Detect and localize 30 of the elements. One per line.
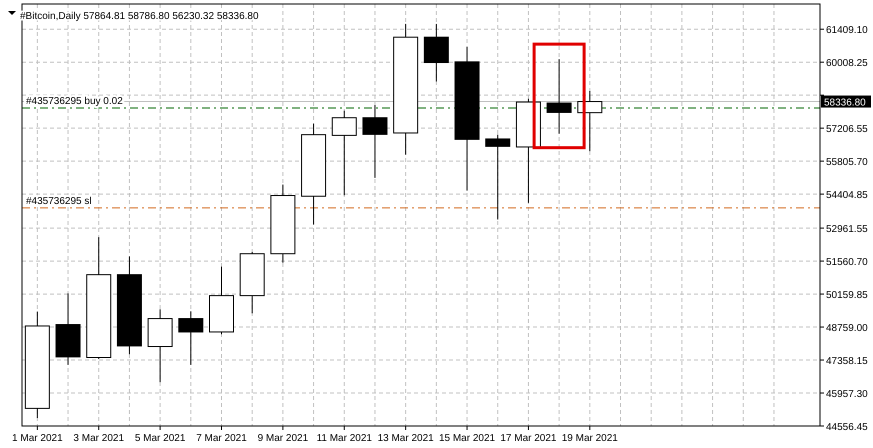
x-tick-label: 11 Mar 2021 bbox=[316, 433, 372, 444]
candlestick bbox=[546, 58, 572, 134]
candlestick bbox=[332, 110, 357, 196]
y-tick-label: 50159.85 bbox=[826, 290, 868, 302]
x-tick-label: 13 Mar 2021 bbox=[378, 433, 434, 444]
y-tick-label: 51560.70 bbox=[826, 257, 868, 268]
x-tick-label: 19 Mar 2021 bbox=[562, 433, 618, 444]
y-tick-label: 60008.25 bbox=[826, 58, 868, 70]
x-tick-label: 17 Mar 2021 bbox=[500, 433, 557, 444]
candlestick bbox=[485, 134, 510, 220]
y-tick-label: 52961.55 bbox=[826, 224, 868, 236]
x-tick-label: 15 Mar 2021 bbox=[438, 433, 496, 444]
x-tick-label: 7 Mar 2021 bbox=[196, 433, 248, 444]
ref-line-label: 58336.80 bbox=[824, 98, 866, 109]
y-tick-label: 55805.70 bbox=[826, 157, 868, 168]
y-tick-label: 61409.10 bbox=[826, 25, 868, 36]
ref-line-label: #435736295 sl bbox=[26, 196, 92, 207]
candlestick bbox=[362, 104, 388, 178]
y-tick-label: 54404.85 bbox=[826, 190, 868, 202]
x-tick-label: 3 Mar 2021 bbox=[73, 433, 124, 444]
x-tick-label: 9 Mar 2021 bbox=[258, 433, 309, 444]
ref-line-label: #435736295 buy 0.02 bbox=[26, 96, 124, 108]
x-tick-label: 1 Mar 2021 bbox=[12, 433, 64, 444]
y-tick-label: 44556.45 bbox=[826, 422, 868, 433]
candlestick bbox=[178, 310, 204, 366]
y-tick-label: 48759.00 bbox=[826, 323, 868, 334]
y-tick-label: 57206.55 bbox=[826, 124, 868, 136]
y-tick-label: 45957.30 bbox=[826, 389, 868, 400]
x-tick-label: 5 Mar 2021 bbox=[134, 433, 186, 444]
y-tick-label: 47358.15 bbox=[826, 356, 868, 368]
